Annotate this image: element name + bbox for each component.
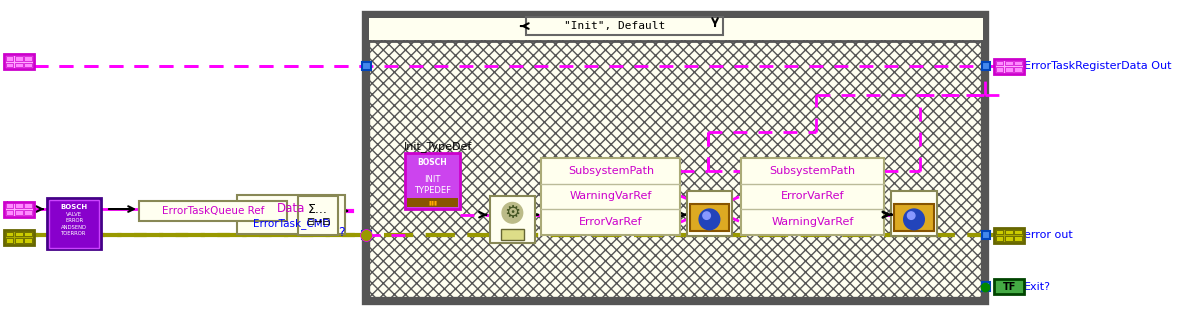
FancyBboxPatch shape: [4, 230, 34, 245]
Text: ErrorTaskRegisterData Out: ErrorTaskRegisterData Out: [1024, 61, 1171, 72]
FancyBboxPatch shape: [1015, 61, 1022, 66]
FancyBboxPatch shape: [6, 63, 13, 67]
FancyBboxPatch shape: [526, 17, 722, 35]
Text: WarningVarRef: WarningVarRef: [570, 191, 652, 201]
FancyBboxPatch shape: [25, 210, 32, 215]
FancyBboxPatch shape: [1005, 67, 1012, 72]
Text: ▮▮▮: ▮▮▮: [429, 200, 437, 205]
FancyBboxPatch shape: [6, 203, 13, 208]
FancyBboxPatch shape: [15, 63, 22, 67]
Text: Exit?: Exit?: [1024, 282, 1050, 292]
Circle shape: [703, 212, 710, 219]
FancyBboxPatch shape: [996, 61, 1003, 66]
FancyBboxPatch shape: [4, 54, 34, 69]
FancyBboxPatch shape: [47, 198, 102, 249]
Text: Init_TypeDef: Init_TypeDef: [404, 141, 472, 152]
FancyBboxPatch shape: [15, 238, 22, 243]
Text: TYPEDEF: TYPEDEF: [414, 186, 451, 195]
FancyBboxPatch shape: [238, 195, 346, 235]
FancyBboxPatch shape: [687, 191, 732, 236]
FancyBboxPatch shape: [25, 63, 32, 67]
FancyBboxPatch shape: [362, 231, 371, 239]
FancyBboxPatch shape: [49, 200, 99, 248]
Text: ErrorTaskQueue Ref: ErrorTaskQueue Ref: [162, 206, 264, 216]
Polygon shape: [894, 204, 934, 231]
Text: Data: Data: [277, 202, 305, 215]
Circle shape: [502, 202, 522, 223]
FancyBboxPatch shape: [366, 15, 985, 301]
Text: "Init", Default: "Init", Default: [564, 21, 665, 31]
Text: BOSCH: BOSCH: [418, 158, 448, 167]
FancyBboxPatch shape: [6, 238, 13, 243]
FancyBboxPatch shape: [139, 201, 288, 221]
Circle shape: [903, 209, 925, 230]
FancyBboxPatch shape: [993, 279, 1024, 295]
FancyBboxPatch shape: [996, 236, 1003, 241]
FancyBboxPatch shape: [15, 210, 22, 215]
FancyBboxPatch shape: [1005, 236, 1012, 241]
Circle shape: [699, 209, 720, 230]
FancyBboxPatch shape: [298, 196, 337, 235]
FancyBboxPatch shape: [6, 210, 13, 215]
FancyBboxPatch shape: [993, 228, 1024, 243]
FancyBboxPatch shape: [4, 201, 34, 216]
FancyBboxPatch shape: [1005, 230, 1012, 235]
FancyBboxPatch shape: [25, 232, 32, 236]
Text: SubsystemPath: SubsystemPath: [770, 166, 856, 175]
FancyBboxPatch shape: [892, 191, 937, 236]
Text: r): r): [2, 235, 9, 245]
Text: TF: TF: [1003, 282, 1016, 292]
Text: BOSCH: BOSCH: [60, 204, 88, 210]
FancyBboxPatch shape: [1015, 230, 1022, 235]
FancyBboxPatch shape: [362, 62, 371, 70]
FancyBboxPatch shape: [6, 56, 13, 61]
Text: ErrorVarRef: ErrorVarRef: [781, 191, 844, 201]
Text: ErrorVarRef: ErrorVarRef: [579, 217, 643, 227]
Text: SubsystemPath: SubsystemPath: [568, 166, 654, 175]
FancyBboxPatch shape: [993, 59, 1024, 74]
FancyBboxPatch shape: [982, 231, 990, 239]
FancyBboxPatch shape: [368, 18, 983, 40]
FancyBboxPatch shape: [996, 230, 1003, 235]
Text: ?: ?: [339, 226, 345, 239]
FancyBboxPatch shape: [541, 158, 681, 235]
FancyBboxPatch shape: [15, 203, 22, 208]
FancyBboxPatch shape: [501, 229, 523, 240]
Polygon shape: [690, 204, 729, 231]
Text: WarningVarRef: WarningVarRef: [772, 217, 854, 227]
FancyBboxPatch shape: [407, 198, 458, 207]
FancyBboxPatch shape: [490, 196, 535, 243]
Text: ⊟→⊟: ⊟→⊟: [305, 217, 330, 227]
FancyBboxPatch shape: [982, 62, 990, 70]
Text: ⚙: ⚙: [504, 204, 521, 222]
Text: VALVE
ERROR
ANDSEND
TOERROR: VALVE ERROR ANDSEND TOERROR: [62, 212, 88, 236]
FancyBboxPatch shape: [741, 158, 884, 235]
FancyBboxPatch shape: [25, 203, 32, 208]
FancyBboxPatch shape: [996, 67, 1003, 72]
FancyBboxPatch shape: [25, 238, 32, 243]
Text: ErrorTask_CMD: ErrorTask_CMD: [252, 218, 330, 229]
FancyBboxPatch shape: [1015, 236, 1022, 241]
FancyBboxPatch shape: [6, 232, 13, 236]
FancyBboxPatch shape: [1005, 61, 1012, 66]
Text: error out: error out: [1024, 230, 1073, 240]
Text: Σ...: Σ...: [308, 203, 328, 216]
FancyBboxPatch shape: [1015, 67, 1022, 72]
FancyBboxPatch shape: [15, 232, 22, 236]
FancyBboxPatch shape: [15, 56, 22, 61]
Text: INIT: INIT: [424, 174, 440, 183]
FancyBboxPatch shape: [25, 56, 32, 61]
FancyBboxPatch shape: [405, 153, 459, 209]
Circle shape: [907, 212, 915, 219]
FancyBboxPatch shape: [982, 282, 990, 291]
Text: in: in: [5, 201, 14, 211]
